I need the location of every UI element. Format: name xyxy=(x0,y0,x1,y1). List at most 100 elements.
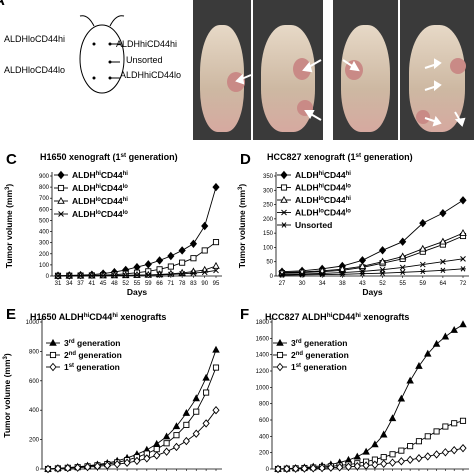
legend-marker xyxy=(281,209,287,216)
x-tick-label: 83 xyxy=(190,281,197,287)
y-tick-label: 1200 xyxy=(256,369,270,375)
data-point xyxy=(212,364,220,371)
x-tick-label: 78 xyxy=(179,281,186,287)
legend-label: 2nd generation xyxy=(291,350,349,360)
chart-title-e: H1650 ALDHhiCD44hi xenografts xyxy=(30,312,166,323)
data-point xyxy=(113,460,121,469)
data-point xyxy=(212,182,220,192)
data-point xyxy=(378,257,387,265)
data-point xyxy=(450,326,458,333)
data-point xyxy=(203,389,210,396)
data-point xyxy=(407,443,414,450)
label-aldh-hi-cd44-hi: ALDHhiCD44hi xyxy=(116,39,178,49)
data-point xyxy=(424,452,432,461)
legend-marker xyxy=(49,351,57,359)
data-point xyxy=(358,262,367,270)
label-aldh-lo-cd44-lo: ALDHloCD44lo xyxy=(4,65,66,75)
data-point xyxy=(179,270,185,277)
label-aldh-lo-cd44-hi: ALDHloCD44hi xyxy=(4,34,66,44)
data-point xyxy=(344,462,353,471)
x-tick-label: 52 xyxy=(122,281,129,287)
data-point xyxy=(172,422,181,430)
x-tick-label: 41 xyxy=(89,281,96,287)
y-tick-label: 400 xyxy=(259,434,270,440)
data-point xyxy=(134,272,140,279)
legend-entry: 2nd generation xyxy=(273,350,349,360)
data-point xyxy=(415,454,423,463)
panel-letter-a: A xyxy=(0,0,5,9)
data-point xyxy=(300,464,309,473)
data-point xyxy=(441,448,449,457)
data-point xyxy=(309,464,317,473)
y-tick-label: 500 xyxy=(39,218,50,224)
y-tick-label: 100 xyxy=(39,263,50,269)
mouse-photo-4 xyxy=(400,0,474,140)
x-tick-label: 59 xyxy=(145,281,152,287)
y-tick-label: 150 xyxy=(263,231,274,237)
x-tick-label: 34 xyxy=(66,281,73,287)
data-point xyxy=(77,272,84,279)
legend-label: ALDHhiCD44hi xyxy=(295,170,351,180)
x-tick-label: 90 xyxy=(201,281,208,287)
data-point xyxy=(459,196,467,205)
chart-title-c: H1650 xenograft (1st generation) xyxy=(40,152,178,163)
data-point xyxy=(379,270,386,276)
y-axis-label: Tumor volume (mm3) xyxy=(237,184,247,269)
data-point xyxy=(424,433,431,440)
x-tick-label: 31 xyxy=(55,281,62,287)
data-point xyxy=(359,270,366,277)
series-d-0 xyxy=(278,196,467,276)
data-point xyxy=(143,454,151,463)
legend-label: Unsorted xyxy=(295,220,332,230)
y-tick-label: 800 xyxy=(39,185,50,191)
data-point xyxy=(441,332,450,340)
data-point xyxy=(362,461,370,470)
data-point xyxy=(319,270,326,277)
chart-f: HCC827 ALDHhiCD44hi xenografts 0 200 400 600… xyxy=(256,312,469,474)
y-tick-label: 200 xyxy=(29,438,40,444)
series-d-2 xyxy=(278,229,467,276)
x-tick-label: 38 xyxy=(339,281,346,287)
data-point xyxy=(283,464,291,474)
y-tick-label: 1400 xyxy=(256,353,270,359)
data-point xyxy=(162,447,171,456)
data-point xyxy=(419,268,426,275)
series-d-4 xyxy=(279,266,466,278)
y-tick-label: 350 xyxy=(263,174,274,180)
data-point xyxy=(202,419,210,428)
legend-marker xyxy=(280,195,288,203)
data-point xyxy=(183,421,190,428)
mouse-photo-1 xyxy=(193,0,251,140)
data-point xyxy=(212,406,220,415)
legend-entry: ALDHhiCD44hi xyxy=(54,170,128,180)
legend-label: ALDHloCD44lo xyxy=(295,208,351,218)
series-line xyxy=(281,258,464,275)
y-tick-label: 300 xyxy=(263,188,274,194)
legend-entry: ALDHloCD44hi xyxy=(277,195,351,205)
data-point xyxy=(172,442,181,452)
y-tick-label: 1000 xyxy=(26,320,40,326)
data-point xyxy=(55,273,61,279)
data-point xyxy=(415,438,423,445)
data-point xyxy=(212,345,220,353)
series-f-1 xyxy=(274,417,467,473)
data-point xyxy=(133,262,141,272)
x-tick-label: 27 xyxy=(279,281,286,287)
legend-marker xyxy=(49,362,57,372)
data-point xyxy=(399,264,406,271)
legend-entry: ALDHloCD44hi xyxy=(54,196,128,206)
legend-marker xyxy=(57,196,65,204)
data-point xyxy=(371,440,379,448)
data-point xyxy=(279,272,285,278)
y-tick-label: 200 xyxy=(263,217,274,223)
data-point xyxy=(153,451,161,460)
series-line xyxy=(281,232,464,274)
data-point xyxy=(397,394,406,402)
data-point xyxy=(460,256,466,262)
data-point xyxy=(189,239,198,248)
data-point xyxy=(155,256,164,265)
y-tick-label: 900 xyxy=(39,174,50,180)
data-point xyxy=(451,420,458,427)
data-point xyxy=(442,423,449,430)
chart-e: H1650 ALDHhiCD44hi xenografts 0 200 400 600 8… xyxy=(2,312,222,474)
